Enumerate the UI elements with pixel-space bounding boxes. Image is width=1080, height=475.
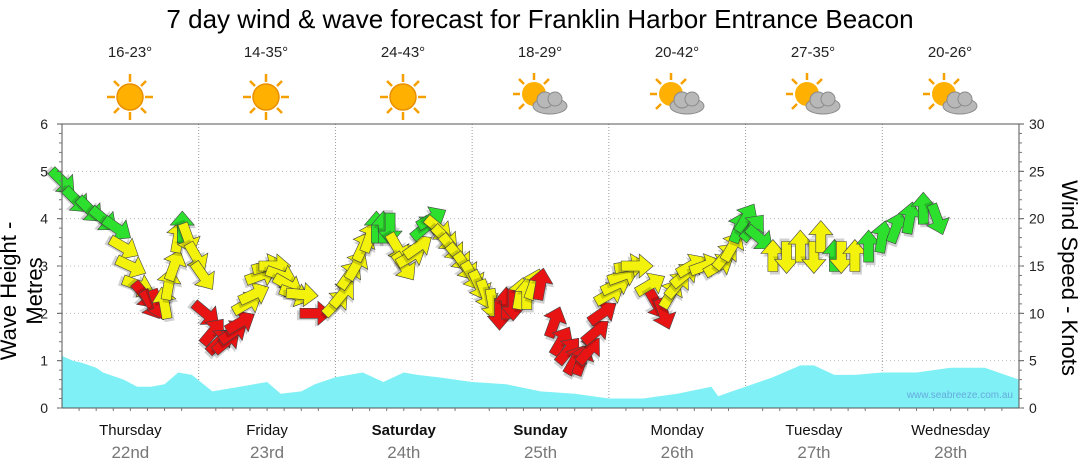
right-tick-label: 15 [1029,258,1045,274]
right-tick-label: 25 [1029,163,1045,179]
watermark: www.seabreeze.com.au [906,390,1013,401]
sun-cloud-icon [513,73,568,115]
wind-arrow [574,337,600,370]
sun-icon [380,74,426,120]
wind-arrow [104,234,139,260]
wind-arrow [799,238,827,274]
day-3-temp: 18-29° [517,44,563,61]
sun-cloud-icon [923,73,978,115]
day-date-label: 22nd [111,443,149,462]
day-name-label: Thursday [99,422,162,439]
right-tick-label: 10 [1029,305,1045,321]
day-6-temp: 20-26° [927,44,973,61]
wind-arrow [187,299,219,325]
day-name-label: Monday [651,422,705,439]
wind-arrow [528,267,555,304]
wind-arrow [923,200,950,236]
wind-arrow [650,295,677,330]
right-tick-label: 30 [1029,116,1045,132]
day-date-label: 28th [934,443,967,462]
day-0-temp: 16-23° [107,44,153,61]
sun-icon [243,74,289,120]
right-tick-label: 5 [1029,353,1037,369]
day-date-label: 27th [797,443,830,462]
day-1-temp: 14-35° [243,44,289,61]
left-axis: 0 1 2 3 4 5 6 [40,116,62,416]
day-4-temp: 20-42° [654,44,700,61]
wave-height-area [62,355,1019,408]
wind-arrow [163,249,188,286]
day-name-label: Sunday [513,422,568,439]
wind-arrow [740,223,773,250]
wind-arrow [186,259,215,290]
x-axis: Thursday 22nd Friday 23rd Saturday 24th Sunday… [78,408,1003,462]
day-name-label: Friday [246,422,288,439]
wind-arrow [296,300,333,328]
right-tick-label: 20 [1029,211,1045,227]
day-date-label: 25th [524,443,557,462]
wind-arrow [808,220,835,256]
day-name-label: Saturday [372,422,437,439]
day-name-label: Wednesday [911,422,990,439]
day-date-label: 23rd [250,443,284,462]
left-tick-label: 1 [40,353,48,369]
day-name-label: Tuesday [785,422,842,439]
wind-arrow [591,282,625,310]
left-tick-label: 2 [40,305,48,321]
chart-title: 7 day wind & wave forecast for Franklin … [166,4,914,34]
wind-arrow [543,306,568,343]
day-5-temp: 27-35° [790,44,836,61]
sun-cloud-icon [650,73,705,115]
wind-arrow [733,203,758,238]
wind-arrow [282,282,319,309]
sun-cloud-icon [786,73,841,115]
left-tick-label: 0 [40,400,48,416]
left-tick-label: 6 [40,116,48,132]
sun-icon [107,74,153,120]
day-date-label: 26th [661,443,694,462]
wind-arrow [618,253,654,280]
wind-arrow [44,165,75,194]
wind-arrow [328,281,354,313]
left-tick-label: 5 [40,163,48,179]
day-date-label: 24th [387,443,420,462]
left-tick-label: 3 [40,258,48,274]
left-tick-label: 4 [40,211,48,227]
wind-arrows [44,165,950,381]
wind-arrow [548,326,574,361]
right-tick-label: 0 [1029,400,1037,416]
right-axis: 0 5 10 15 20 25 30 [1019,116,1045,416]
day-2-temp: 24-43° [380,44,426,61]
